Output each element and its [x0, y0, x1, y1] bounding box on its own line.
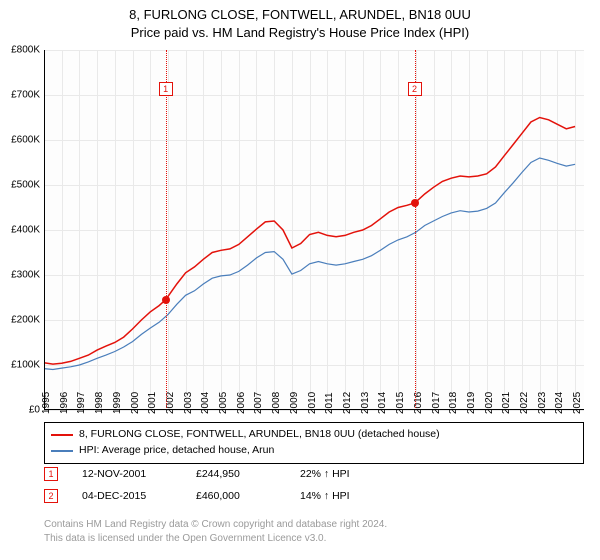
sales-delta-1: 22% ↑ HPI: [300, 468, 350, 480]
y-axis-line: [44, 50, 45, 410]
y-tick-label: £300K: [0, 270, 40, 281]
chart-area: £0£100K£200K£300K£400K£500K£600K£700K£80…: [44, 50, 584, 410]
sale-vline: [166, 50, 167, 410]
legend-label-2: HPI: Average price, detached house, Arun: [79, 443, 274, 459]
series-price_paid: [44, 118, 575, 365]
sale-vline: [415, 50, 416, 410]
legend-swatch-2: [51, 450, 73, 452]
y-tick-label: £400K: [0, 225, 40, 236]
plot-svg: [44, 50, 584, 410]
legend-swatch-1: [51, 434, 73, 436]
sales-row-1: 1 12-NOV-2001 £244,950 22% ↑ HPI: [44, 464, 584, 486]
sale-dot: [411, 199, 419, 207]
title-line-1: 8, FURLONG CLOSE, FONTWELL, ARUNDEL, BN1…: [0, 6, 600, 24]
sales-price-1: £244,950: [196, 468, 276, 480]
y-tick-label: £200K: [0, 315, 40, 326]
sale-dot: [162, 296, 170, 304]
sales-marker-2: 2: [44, 489, 58, 503]
sale-marker-box: 1: [159, 82, 173, 96]
y-tick-label: £500K: [0, 180, 40, 191]
title-line-2: Price paid vs. HM Land Registry's House …: [0, 24, 600, 42]
sales-delta-2: 14% ↑ HPI: [300, 490, 350, 502]
y-tick-label: £100K: [0, 360, 40, 371]
footer-line-1: Contains HM Land Registry data © Crown c…: [44, 518, 387, 532]
legend: 8, FURLONG CLOSE, FONTWELL, ARUNDEL, BN1…: [44, 422, 584, 464]
y-tick-label: £600K: [0, 135, 40, 146]
sales-row-2: 2 04-DEC-2015 £460,000 14% ↑ HPI: [44, 486, 584, 508]
y-tick-label: £0: [0, 405, 40, 416]
sales-date-1: 12-NOV-2001: [82, 468, 172, 480]
sale-marker-box: 2: [408, 82, 422, 96]
footer: Contains HM Land Registry data © Crown c…: [44, 518, 387, 545]
sales-table: 1 12-NOV-2001 £244,950 22% ↑ HPI 2 04-DE…: [44, 464, 584, 508]
legend-label-1: 8, FURLONG CLOSE, FONTWELL, ARUNDEL, BN1…: [79, 427, 440, 443]
legend-item-1: 8, FURLONG CLOSE, FONTWELL, ARUNDEL, BN1…: [51, 427, 577, 443]
sales-marker-1: 1: [44, 467, 58, 481]
x-axis-line: [44, 409, 584, 410]
sales-date-2: 04-DEC-2015: [82, 490, 172, 502]
chart-title: 8, FURLONG CLOSE, FONTWELL, ARUNDEL, BN1…: [0, 0, 600, 41]
chart-container: 8, FURLONG CLOSE, FONTWELL, ARUNDEL, BN1…: [0, 0, 600, 560]
legend-item-2: HPI: Average price, detached house, Arun: [51, 443, 577, 459]
y-tick-label: £800K: [0, 45, 40, 56]
footer-line-2: This data is licensed under the Open Gov…: [44, 532, 387, 546]
sales-price-2: £460,000: [196, 490, 276, 502]
y-tick-label: £700K: [0, 90, 40, 101]
